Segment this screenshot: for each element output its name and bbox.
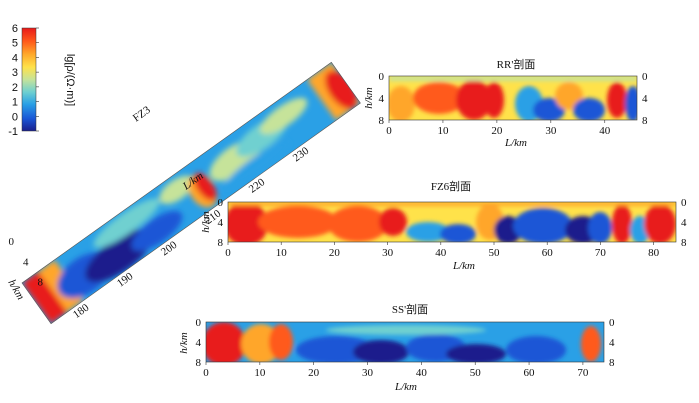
colorbar-tick-label: 5 [12,38,18,50]
depth-tick-label-left: 0 [218,197,224,209]
depth-tick-label-right: 4 [681,217,687,229]
depth-tick-label-left: 8 [218,237,224,249]
x-tick-label: 10 [276,247,288,259]
x-tick-label: 30 [362,367,374,379]
profile-fz6-depth-ticks: 0 0 4 4 8 8 [218,197,688,249]
depth-tick-label-right: 8 [609,357,615,369]
depth-tick-label-left: 4 [379,93,385,105]
x-tick-label: 40 [435,247,447,259]
profile-rr-field [389,76,637,120]
fz3-depth-ticks: 048 [9,236,44,289]
colorbar-tick-label: 1 [12,97,18,109]
profile-rr-depth-ticks: 0 0 4 4 8 8 [379,71,649,127]
x-tick-label: 0 [225,247,231,259]
profile-fz6-field [228,202,676,242]
depth-tick-label-left: 8 [196,357,202,369]
profile-rr-depth-axis-label: h/km [363,87,375,108]
depth-tick-label-right: 4 [609,337,615,349]
x-tick-label: 40 [599,125,611,137]
profile-rr: RR'剖面 0 10 20 30 40 [363,57,648,149]
profile-rr-x-ticks: 0 10 20 30 40 [386,120,611,137]
x-tick-label: 50 [470,367,482,379]
colorbar-tick-label: 4 [12,52,18,64]
depth-tick-label-right: 0 [681,197,687,209]
depth-tick-label-right: 0 [642,71,648,83]
x-tick-label: 80 [648,247,660,259]
profile-ss-x-ticks: 0 10 20 30 40 50 60 70 [203,362,589,379]
x-tick-label: 60 [524,367,536,379]
colorbar-tick-label: 6 [12,23,18,35]
depth-tick-label-right: 0 [609,317,615,329]
profile-ss: SS'剖面 0 10 20 30 40 50 60 70 0 0 4 [178,302,615,393]
x-tick-label: 10 [437,125,449,137]
fz3-title: FZ3 [131,104,153,125]
x-tick-label: 0 [203,367,209,379]
x-tick-label: 20 [308,367,320,379]
profile-ss-title: SS'剖面 [392,302,428,316]
fz3-depth-tick-label: 8 [38,277,44,289]
x-tick-label: 40 [416,367,428,379]
x-tick-label: 20 [491,125,503,137]
profile-fz6-x-axis-label: L/km [452,260,475,272]
fz3-depth-axis-label: h/km [5,278,26,303]
x-tick-label: 0 [386,125,392,137]
fz3-depth-tick-label: 4 [23,256,29,268]
depth-tick-label-left: 4 [196,337,202,349]
x-tick-label: 10 [254,367,266,379]
colorbar-ticks: 6 5 4 3 2 1 0 -1 [8,23,39,138]
colorbar-label: lg[ρ/(Ω·m)] [64,54,76,106]
fz3-depth-tick-label: 0 [9,236,15,248]
depth-tick-label-right: 8 [681,237,687,249]
profile-rr-x-axis-label: L/km [504,137,527,149]
colorbar-tick-label: 0 [12,111,18,123]
profile-ss-depth-axis-label: h/km [178,332,190,353]
x-tick-label: 70 [577,367,589,379]
profile-fz6: FZ6剖面 [200,179,687,272]
x-tick-label: 30 [382,247,394,259]
profile-fz6-x-ticks: 0 10 20 30 40 50 60 70 80 [225,242,660,259]
profile-fz6-title: FZ6剖面 [431,179,471,193]
colorbar-tick-label: -1 [8,126,18,138]
colorbar: 6 5 4 3 2 1 0 -1 lg[ρ/(Ω·m)] [8,23,76,138]
x-tick-label: 20 [329,247,341,259]
profile-ss-depth-ticks: 0 0 4 4 8 8 [196,317,616,369]
profile-ss-field [206,322,604,362]
fz3-resistivity-field [22,62,361,324]
x-tick-label: 60 [542,247,554,259]
depth-tick-label-left: 8 [379,115,385,127]
x-tick-label: 70 [595,247,607,259]
colorbar-gradient [21,27,37,132]
x-tick-label: 30 [545,125,557,137]
depth-tick-label-left: 0 [196,317,202,329]
profile-fz6-depth-axis-label: h/km [200,211,212,232]
profile-ss-x-axis-label: L/km [394,381,417,393]
colorbar-tick-label: 3 [12,67,18,79]
x-tick-label: 50 [489,247,501,259]
depth-tick-label-right: 4 [642,93,648,105]
depth-tick-label-right: 8 [642,115,648,127]
depth-tick-label-left: 4 [218,217,224,229]
colorbar-tick-label: 2 [12,82,18,94]
profile-rr-title: RR'剖面 [497,57,536,71]
depth-tick-label-left: 0 [379,71,385,83]
